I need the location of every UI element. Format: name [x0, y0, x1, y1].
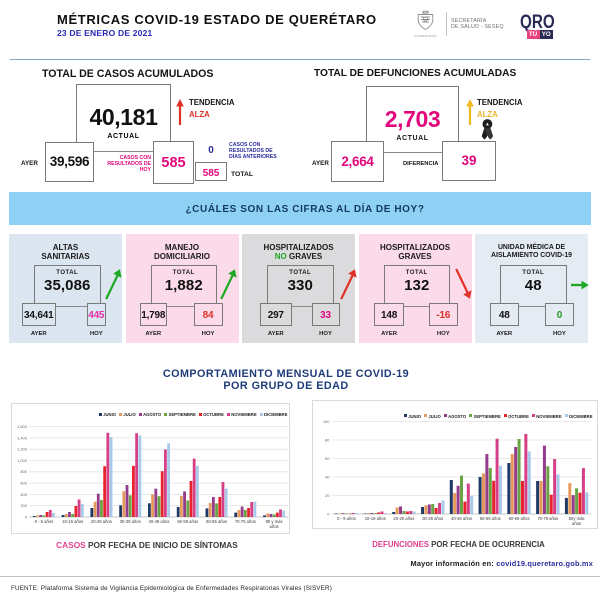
svg-text:80y más: 80y más [568, 516, 584, 521]
svg-text:20-29 años: 20-29 años [90, 519, 111, 524]
svg-text:30-39 años: 30-39 años [119, 519, 140, 524]
svg-text:400: 400 [20, 491, 27, 496]
svg-text:10-19 años: 10-19 años [364, 516, 385, 521]
svg-text:20-29 años: 20-29 años [393, 516, 414, 521]
svg-text:60: 60 [325, 456, 330, 461]
svg-text:0 - 5 años: 0 - 5 años [34, 519, 53, 524]
svg-text:600: 600 [20, 480, 27, 485]
svg-text:100: 100 [322, 419, 329, 424]
svg-text:1,600: 1,600 [16, 424, 27, 429]
svg-text:años: años [572, 521, 581, 526]
svg-text:50-59 años: 50-59 años [177, 519, 198, 524]
svg-text:70-79 años: 70-79 años [537, 516, 558, 521]
svg-text:800: 800 [20, 469, 27, 474]
svg-text:80: 80 [325, 437, 330, 442]
svg-text:años: años [269, 524, 278, 529]
svg-text:0: 0 [327, 511, 330, 516]
svg-text:0: 0 [24, 514, 27, 519]
svg-text:200: 200 [20, 503, 27, 508]
svg-text:60-65 años: 60-65 años [206, 519, 227, 524]
svg-text:0 - 9 años: 0 - 9 años [337, 516, 356, 521]
svg-text:40: 40 [325, 474, 330, 479]
svg-text:80 y más: 80 y más [265, 519, 282, 524]
svg-text:20: 20 [325, 493, 330, 498]
svg-text:1,000: 1,000 [16, 457, 27, 462]
svg-text:40-49 años: 40-49 años [451, 516, 472, 521]
svg-text:10-19 años: 10-19 años [62, 519, 83, 524]
svg-text:70-75 años: 70-75 años [234, 519, 255, 524]
svg-text:50-59 años: 50-59 años [479, 516, 500, 521]
svg-text:1,200: 1,200 [16, 446, 27, 451]
svg-text:1,400: 1,400 [16, 435, 27, 440]
svg-text:30-39 años: 30-39 años [422, 516, 443, 521]
svg-text:40-49 años: 40-49 años [148, 519, 169, 524]
svg-text:60-69 años: 60-69 años [508, 516, 529, 521]
